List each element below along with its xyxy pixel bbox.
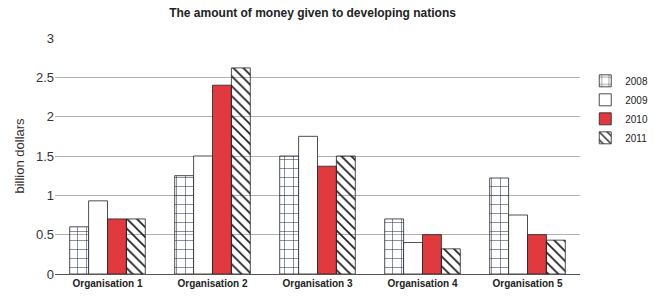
svg-text:billion dollars: billion dollars [12,118,27,194]
svg-text:Organisation 3: Organisation 3 [282,278,352,289]
svg-text:0.5: 0.5 [36,227,54,242]
svg-text:2011: 2011 [625,133,647,144]
svg-text:Organisation 5: Organisation 5 [492,278,562,289]
svg-text:Organisation 2: Organisation 2 [177,278,247,289]
svg-text:1: 1 [47,188,54,203]
svg-text:Organisation 1: Organisation 1 [72,278,142,289]
svg-text:1.5: 1.5 [36,149,54,164]
svg-text:2: 2 [47,109,54,124]
svg-text:3: 3 [47,31,54,46]
svg-text:2008: 2008 [625,76,648,87]
svg-text:2009: 2009 [625,95,648,106]
svg-text:0: 0 [47,267,54,282]
svg-text:The amount of money given to d: The amount of money given to developing … [169,6,456,20]
svg-text:Organisation 4: Organisation 4 [387,278,457,289]
svg-text:2010: 2010 [625,114,648,125]
svg-text:2.5: 2.5 [36,70,54,85]
